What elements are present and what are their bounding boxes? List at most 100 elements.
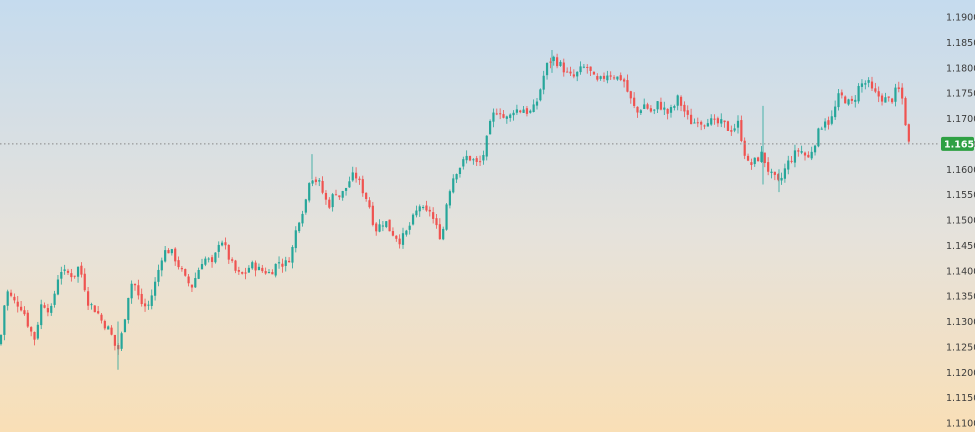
price-axis[interactable]: 1.1900 1.1850 1.1800 1.1750 1.1700 1.1650 1.16… [946,13,975,430]
candle-down [167,250,170,254]
candle-up [351,172,354,181]
candle-down [321,180,324,193]
candle-down [324,192,328,200]
candle-down [361,179,364,194]
candle-up [197,269,200,279]
candle-up [204,258,207,265]
candle-up [837,93,840,108]
candle-up [736,120,740,128]
candle-down [187,276,190,284]
candle-up [411,214,415,225]
candle-down [907,124,910,142]
candle-up [284,260,287,266]
y-tick-label: 1.1900 [946,13,975,24]
candle-up [669,107,673,113]
candle-down [723,120,726,123]
candle-down [686,110,689,115]
candle-up [535,101,539,106]
candle-down [20,306,23,311]
candle-up [214,252,217,263]
candle-up [304,199,307,213]
candle-down [133,283,137,286]
candle-up [653,109,656,111]
candle-down [26,312,29,327]
candle-up [512,112,515,116]
candle-down [499,113,502,115]
candle-down [549,61,552,63]
candle-up [200,264,204,270]
candle-down [740,120,743,141]
candle-down [659,101,663,110]
candle-down [612,77,616,79]
candle-up [76,266,80,277]
candle-down [190,284,194,288]
candle-up [150,295,153,306]
candle-down [696,122,699,124]
candle-down [773,171,776,175]
candle-up [378,224,381,232]
candle-up [160,260,163,271]
candle-up [130,283,133,299]
candle-up [673,106,676,108]
candle-down [100,314,103,321]
candle-up [780,177,783,181]
candle-down [556,57,559,67]
candle-down [623,79,626,82]
y-tick-label: 1.1100 [946,419,975,430]
candle-up [6,291,9,306]
candle-down [83,273,86,291]
candle-down [16,301,19,307]
current-price-tag-box [941,136,974,151]
candle-down [626,80,629,92]
candle-down [468,155,472,161]
y-tick-label: 1.1350 [946,292,975,303]
candle-down [368,200,371,208]
y-tick-label: 1.1750 [946,89,975,100]
candle-up [127,297,130,320]
candle-up [331,194,334,208]
candle-down [93,305,96,313]
y-tick-label: 1.1200 [946,368,975,379]
candle-up [820,128,823,130]
candle-down [174,248,177,262]
candle-down [726,121,730,131]
candle-down [891,98,894,103]
candle-up [770,171,773,173]
candle-up [381,225,384,227]
candle-down [636,106,639,113]
candle-down [777,174,780,180]
candle-down [629,91,632,99]
candle-down [619,75,622,81]
candle-down [746,155,750,161]
candle-down [586,66,589,68]
candle-up [401,233,405,245]
candle-down [887,96,890,98]
candle-up [489,120,492,135]
candle-up [408,225,411,230]
candle-up [867,80,870,83]
candle-down [103,320,106,329]
candle-down [73,275,76,277]
candle-down [365,192,368,199]
candle-up [277,262,281,264]
candle-down [210,257,214,263]
candle-up [522,109,525,113]
candle-up [442,228,445,240]
candle-up [120,333,123,349]
candle-down [904,98,907,126]
candle-up [56,279,60,295]
y-tick-label: 1.1800 [946,63,975,74]
candle-down [43,305,46,308]
candle-down [475,158,478,162]
candle-up [787,160,790,170]
candle-down [66,270,70,273]
candle-up [294,230,297,249]
y-tick-label: 1.1300 [946,317,975,328]
candle-down [395,235,398,239]
candle-up [542,75,545,90]
y-tick-label: 1.1550 [946,190,975,201]
candle-up [720,119,723,124]
candle-down [398,238,401,245]
